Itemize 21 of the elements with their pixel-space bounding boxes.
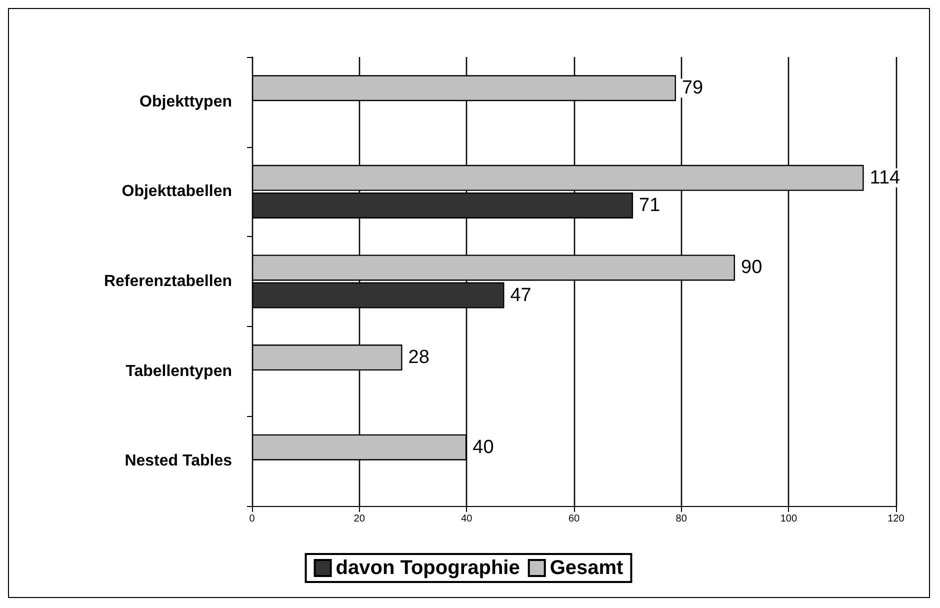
- y-tick-label: Objekttabellen: [122, 183, 232, 200]
- x-tick-label: 120: [888, 514, 905, 524]
- data-label: 90: [741, 257, 762, 278]
- data-label: 47: [510, 284, 532, 306]
- legend-label: Gesamt: [550, 557, 624, 579]
- y-tick-label: Tabellentypen: [126, 362, 232, 380]
- data-label: 79: [682, 78, 704, 99]
- y-tick-label: Nested Tables: [124, 452, 232, 470]
- x-tick-label: 0: [249, 514, 256, 524]
- x-tick-label: 20: [354, 514, 366, 524]
- data-label: 114: [870, 167, 901, 188]
- data-label: 40: [472, 436, 494, 458]
- y-tick-label: Referenztabellen: [104, 273, 232, 290]
- y-tick-label: Objekttypen: [140, 93, 232, 110]
- data-label: 28: [408, 347, 430, 368]
- x-tick-label: 100: [780, 514, 798, 524]
- x-tick-label: 40: [461, 514, 473, 524]
- x-tick-label: 80: [676, 514, 688, 524]
- legend-label: davon Topographie: [336, 557, 520, 579]
- x-tick-label: 60: [568, 514, 580, 524]
- data-label: 71: [639, 194, 660, 216]
